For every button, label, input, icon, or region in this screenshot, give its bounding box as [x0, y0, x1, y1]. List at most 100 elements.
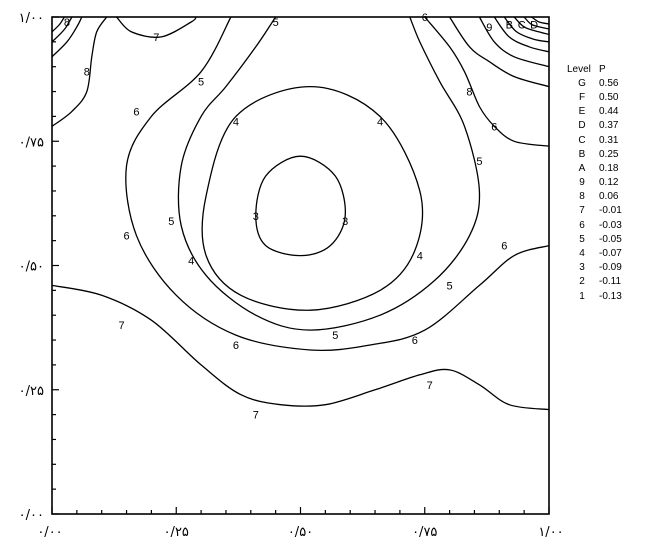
contour-label: 5: [198, 77, 204, 89]
y-tick-label: ۰/۰۰: [19, 508, 44, 523]
contour-label: 5: [476, 156, 482, 168]
contour-label: 6: [412, 335, 418, 347]
contour-label: 4: [417, 251, 423, 263]
legend-row: C 0.31: [567, 133, 647, 147]
legend-value: 0.18: [599, 162, 619, 174]
contour-label: 5: [447, 280, 453, 292]
legend-value: -0.07: [599, 248, 622, 260]
contour-line-level-3: [255, 155, 346, 257]
legend-row: 9 0.12: [567, 176, 647, 190]
axis-ticks: [51, 16, 550, 515]
contour-line-level-B: [51, 16, 65, 33]
legend-value: 0.12: [599, 177, 619, 189]
legend-row: F 0.50: [567, 90, 647, 104]
legend-value: 0.25: [599, 148, 619, 160]
y-tick-label: ۰/۵۰: [19, 260, 44, 275]
legend-row: G 0.56: [567, 76, 647, 90]
contour-line-level-6: [125, 16, 550, 352]
legend-value: 0.50: [599, 91, 619, 103]
contour-line-level-8: [449, 16, 550, 88]
contour-label: 6: [422, 12, 428, 24]
contour-label: 3: [253, 211, 259, 223]
legend-level: D: [578, 120, 586, 132]
legend-level: 1: [579, 290, 585, 302]
legend-row: 7 -0.01: [567, 204, 647, 218]
contour-line-level-D: [523, 16, 550, 30]
contour-lines: [51, 16, 550, 411]
legend-value: -0.09: [599, 262, 622, 274]
contour-label: 5: [332, 330, 338, 342]
legend-row: A 0.18: [567, 161, 647, 175]
contour-line-level-6: [424, 16, 550, 147]
legend-level: A: [578, 162, 586, 174]
legend-level: 3: [579, 262, 585, 274]
contour-label: 7: [153, 32, 159, 44]
legend-row: 6 -0.03: [567, 218, 647, 232]
contour-line-level-7: [51, 284, 550, 411]
x-tick-label: ۰/۵۰: [288, 525, 313, 540]
legend-level: 6: [579, 219, 585, 231]
contour-label: 4: [377, 116, 383, 128]
legend-row: 1 -0.13: [567, 289, 647, 303]
contour-label: 3: [342, 216, 348, 228]
legend-value: 0.37: [599, 120, 619, 132]
contour-line-level-5: [177, 16, 481, 331]
contour-line-level-C: [513, 16, 550, 36]
contour-label: 6: [233, 340, 239, 352]
contour-line-level-A: [493, 16, 550, 53]
x-tick-label: ۱/۰۰: [538, 525, 563, 540]
contour-label: C: [518, 19, 526, 31]
contour-label: 7: [427, 380, 433, 392]
contour-line-level-A: [51, 16, 73, 43]
contour-line-level-9: [478, 16, 550, 68]
contour-label: 8: [466, 87, 472, 99]
legend-header: Level P: [567, 62, 647, 76]
legend-row: 8 0.06: [567, 190, 647, 204]
legend-level: C: [578, 134, 586, 146]
contour-label: 6: [491, 121, 497, 133]
contour-label: 6: [123, 231, 129, 243]
legend-level: 7: [579, 205, 585, 217]
legend-level: B: [578, 148, 586, 160]
legend-level: F: [578, 91, 586, 103]
legend-level: E: [578, 106, 586, 118]
legend-row: 5 -0.05: [567, 232, 647, 246]
legend-value: -0.13: [599, 290, 622, 302]
legend-level: 8: [579, 191, 585, 203]
contour-line-level-E: [531, 16, 550, 25]
y-tick-label: ۱/۰۰: [19, 11, 44, 26]
legend-value: -0.05: [599, 233, 622, 245]
contour-label: 8: [84, 67, 90, 79]
contour-label: 9: [486, 22, 492, 34]
contour-line-level-9: [51, 16, 83, 58]
x-tick-label: ۰/۷۵: [412, 525, 437, 540]
legend-header-level: Level: [567, 63, 591, 75]
legend-level: G: [578, 77, 586, 89]
contour-line-level-B: [503, 16, 550, 43]
legend-value: 0.56: [599, 77, 619, 89]
legend-value: -0.01: [599, 205, 622, 217]
contour-label: 7: [253, 410, 259, 422]
contour-label: 6: [133, 106, 139, 118]
y-tick-label: ۰/۲۵: [19, 384, 44, 399]
contour-legend: Level P G 0.56 F 0.50 E 0.44 D 0.37 C 0.31 B 0.25 A 0…: [567, 62, 647, 303]
x-tick-label: ۰/۲۵: [164, 525, 189, 540]
contour-line-level-7: [116, 16, 197, 38]
legend-header-value: P: [599, 63, 606, 75]
legend-value: 0.44: [599, 106, 619, 118]
legend-row: E 0.44: [567, 105, 647, 119]
contour-label: B: [506, 19, 513, 31]
contour-label: 4: [233, 116, 239, 128]
legend-row: D 0.37: [567, 119, 647, 133]
contour-label: 5: [168, 216, 174, 228]
legend-level: 4: [579, 248, 585, 260]
legend-row: 2 -0.11: [567, 275, 647, 289]
x-tick-label: ۰/۰۰: [37, 525, 62, 540]
legend-row: B 0.25: [567, 147, 647, 161]
y-tick-label: ۰/۷۵: [19, 135, 44, 150]
plot-frame: [51, 16, 550, 515]
legend-row: 3 -0.09: [567, 261, 647, 275]
contour-label: 7: [119, 320, 125, 332]
contour-line-level-4: [201, 85, 424, 311]
